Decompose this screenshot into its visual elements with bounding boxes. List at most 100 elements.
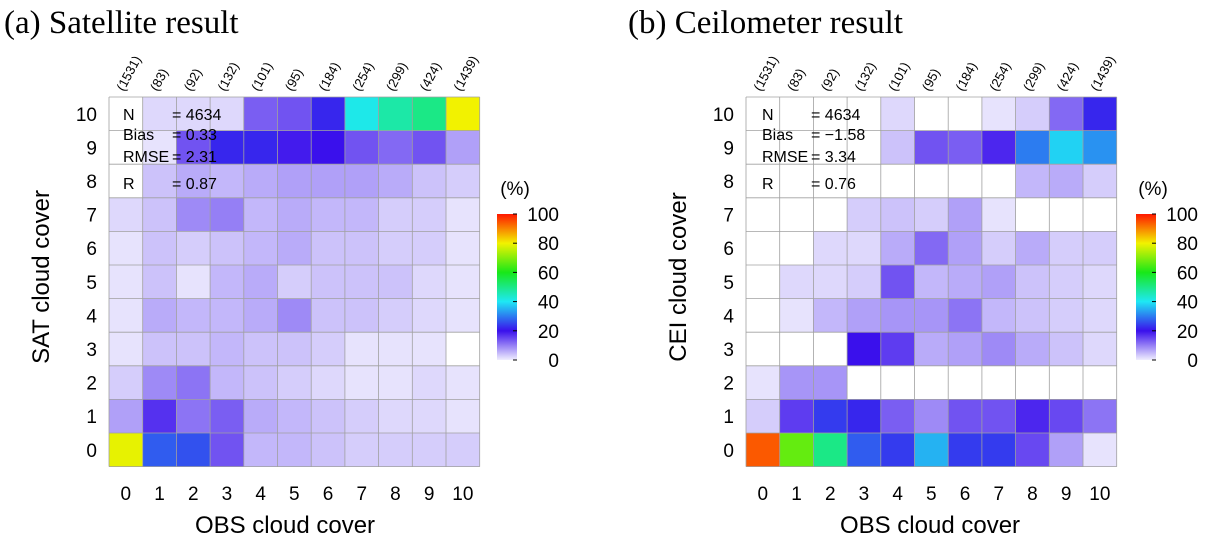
heatmap-cell (746, 130, 780, 165)
colorbar-unit: (%) (1138, 179, 1168, 200)
heatmap-cell (210, 365, 244, 400)
heatmap-cell (210, 97, 244, 131)
heatmap-cell (210, 332, 244, 366)
x-tick-label: 3 (859, 484, 870, 505)
sample-count-label: (101) (885, 60, 912, 94)
sample-counts: (1531) (83) (92) (132) (101) (95) (184) (254) (2… (750, 53, 1118, 93)
heatmap-cell (446, 231, 480, 265)
heatmap-cell (847, 197, 881, 232)
y-tick-label: 2 (86, 374, 97, 395)
heatmap-cell (176, 433, 211, 467)
stat-r-value: = 0.87 (172, 176, 217, 193)
sample-count-label: (299) (383, 60, 410, 94)
y-tick-label: 8 (86, 172, 97, 193)
heatmap-cell (813, 164, 848, 198)
heatmap-cell (779, 265, 814, 299)
heatmap-cell (109, 164, 143, 198)
heatmap-cell (311, 332, 345, 366)
stat-r-label: R (762, 176, 774, 193)
heatmap-cell (446, 265, 480, 299)
x-tick-label: 4 (255, 484, 266, 505)
heatmap-cell (344, 298, 379, 333)
heatmap-cell (412, 97, 446, 131)
sample-counts: (1531) (83) (92) (132) (101) (95) (184) (254) (2… (113, 53, 481, 93)
heatmap-grid (108, 96, 481, 468)
heatmap-cell (880, 298, 915, 333)
heatmap-cell (412, 399, 446, 433)
heatmap-cell (981, 298, 1016, 333)
heatmap-cell (1015, 97, 1050, 131)
heatmap-cell (311, 164, 345, 198)
heatmap-cell (981, 332, 1016, 366)
stats-box: N = 4634 Bias = −1.58 RMSE = 3.34 R = 0.… (762, 107, 865, 193)
heatmap-cell (880, 197, 915, 232)
heatmap-cell (813, 97, 848, 131)
heatmap-cell (914, 399, 949, 433)
stat-r-label: R (123, 176, 135, 193)
heatmap-cell (914, 365, 949, 400)
x-tick-label: 0 (758, 484, 769, 505)
heatmap-cell (109, 399, 143, 433)
heatmap-cell (1083, 97, 1117, 131)
heatmap-cell (880, 399, 915, 433)
heatmap-cell (981, 231, 1016, 265)
heatmap-cell (311, 399, 345, 433)
heatmap-cell (210, 265, 244, 299)
sample-count-label: (424) (417, 60, 444, 94)
heatmap-cell (1049, 332, 1083, 366)
colorbar: (%) 100 80 60 40 20 0 (1136, 179, 1198, 372)
heatmap-cell (142, 433, 177, 467)
heatmap-cell (176, 164, 211, 198)
heatmap-cell (412, 164, 446, 198)
heatmap-cell (1049, 130, 1083, 165)
heatmap-cell (914, 164, 949, 198)
heatmap-cell (1015, 399, 1050, 433)
heatmap-cell (847, 130, 881, 165)
heatmap-cell (1049, 265, 1083, 299)
heatmap-cell (914, 298, 949, 333)
heatmap-cell (344, 197, 379, 232)
heatmap-cell (446, 164, 480, 198)
panel-ceilometer: (b) Ceilometer result (1531) (83) (92) (132… (628, 5, 1198, 539)
heatmap-cell (277, 265, 312, 299)
y-tick-labels: 0 1 2 3 4 5 6 7 8 9 10 (76, 105, 98, 462)
x-tick-label: 1 (791, 484, 802, 505)
heatmap-cell (914, 97, 949, 131)
heatmap-cell (880, 365, 915, 400)
heatmap-cell (378, 130, 413, 165)
panel-satellite: (a) Satellite result (1531) (83) (92) (132)… (4, 5, 559, 539)
heatmap-cell (981, 365, 1016, 400)
x-tick-label: 6 (960, 484, 971, 505)
heatmap-cell (1049, 433, 1083, 467)
heatmap-cell (378, 365, 413, 400)
heatmap-cell (446, 365, 480, 400)
heatmap-cell (948, 298, 982, 333)
heatmap-cell (880, 433, 915, 467)
heatmap-cell (176, 231, 211, 265)
x-tick-label: 2 (188, 484, 199, 505)
x-axis-label: OBS cloud cover (840, 512, 1020, 539)
x-tick-label: 9 (424, 484, 435, 505)
heatmap-cell (948, 130, 982, 165)
heatmap-cell (210, 164, 244, 198)
heatmap-cell (1015, 365, 1050, 400)
sample-count-label: (184) (952, 60, 979, 94)
sample-count-label: (424) (1054, 60, 1081, 94)
colorbar-tick-label: 100 (1166, 205, 1198, 226)
heatmap-cell (948, 265, 982, 299)
heatmap-cell (277, 365, 312, 400)
heatmap-cell (378, 97, 413, 131)
heatmap-cell (880, 265, 915, 299)
heatmap-cell (446, 399, 480, 433)
heatmap-cell (779, 197, 814, 232)
y-axis-label: CEI cloud cover (665, 192, 692, 361)
heatmap-cell (378, 265, 413, 299)
y-tick-label: 3 (86, 340, 97, 361)
heatmap-cell (1083, 365, 1117, 400)
colorbar-tick-label: 60 (1177, 263, 1198, 284)
heatmap-cell (779, 164, 814, 198)
heatmap-cell (344, 433, 379, 467)
x-tick-label: 8 (390, 484, 401, 505)
heatmap-cell (142, 130, 177, 165)
